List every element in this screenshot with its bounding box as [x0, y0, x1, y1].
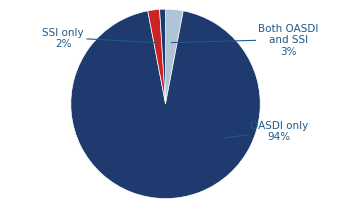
Text: Both OASDI
and SSI
3%: Both OASDI and SSI 3% — [171, 24, 319, 57]
Text: OASDI only
94%: OASDI only 94% — [225, 120, 308, 142]
Wedge shape — [160, 10, 166, 104]
Wedge shape — [148, 10, 166, 104]
Wedge shape — [166, 10, 183, 104]
Wedge shape — [71, 12, 260, 199]
Text: SSI only
2%: SSI only 2% — [42, 28, 158, 49]
